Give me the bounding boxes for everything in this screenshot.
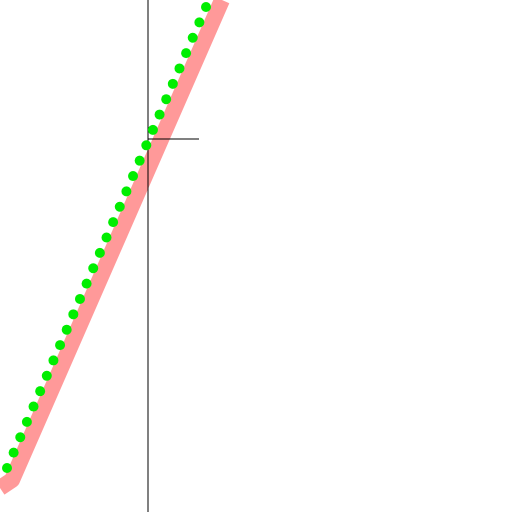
stroke-dot	[121, 186, 132, 197]
crosshair-layer	[147, 0, 199, 512]
stroke-dot	[187, 32, 198, 43]
stroke-dot	[68, 309, 79, 320]
stroke-dot	[74, 293, 85, 304]
stroke-dot	[94, 247, 105, 258]
stroke-dot	[201, 2, 211, 12]
stroke-dot	[141, 140, 152, 151]
stroke-dot	[48, 355, 59, 366]
stroke-dot	[128, 171, 139, 182]
stroke-dot	[81, 278, 92, 289]
stroke-dot	[55, 340, 66, 351]
stroke-dot	[174, 63, 185, 74]
stroke-dot	[134, 155, 145, 166]
stroke-dot	[15, 432, 26, 443]
stroke-dot	[101, 232, 112, 243]
stroke-dot	[88, 263, 99, 274]
stroke-dot	[114, 201, 125, 212]
dotted-stroke-layer	[2, 2, 211, 473]
stroke-dot	[2, 463, 12, 473]
stroke-dot	[108, 217, 119, 228]
stroke-dot	[61, 324, 72, 335]
stroke-dot	[35, 386, 46, 397]
thick-stroke	[0, 0, 230, 495]
stroke-dot	[154, 109, 165, 120]
stroke-dot	[8, 447, 19, 458]
stroke-dot	[194, 17, 205, 28]
stroke-dot	[41, 370, 52, 381]
stroke-dot	[147, 124, 158, 135]
thick-stroke-layer	[0, 0, 230, 495]
stroke-dot	[167, 78, 178, 89]
stroke-dot	[21, 416, 32, 427]
stroke-dot	[181, 48, 192, 59]
stroke-dot	[28, 401, 39, 412]
stroke-dot	[161, 94, 172, 105]
